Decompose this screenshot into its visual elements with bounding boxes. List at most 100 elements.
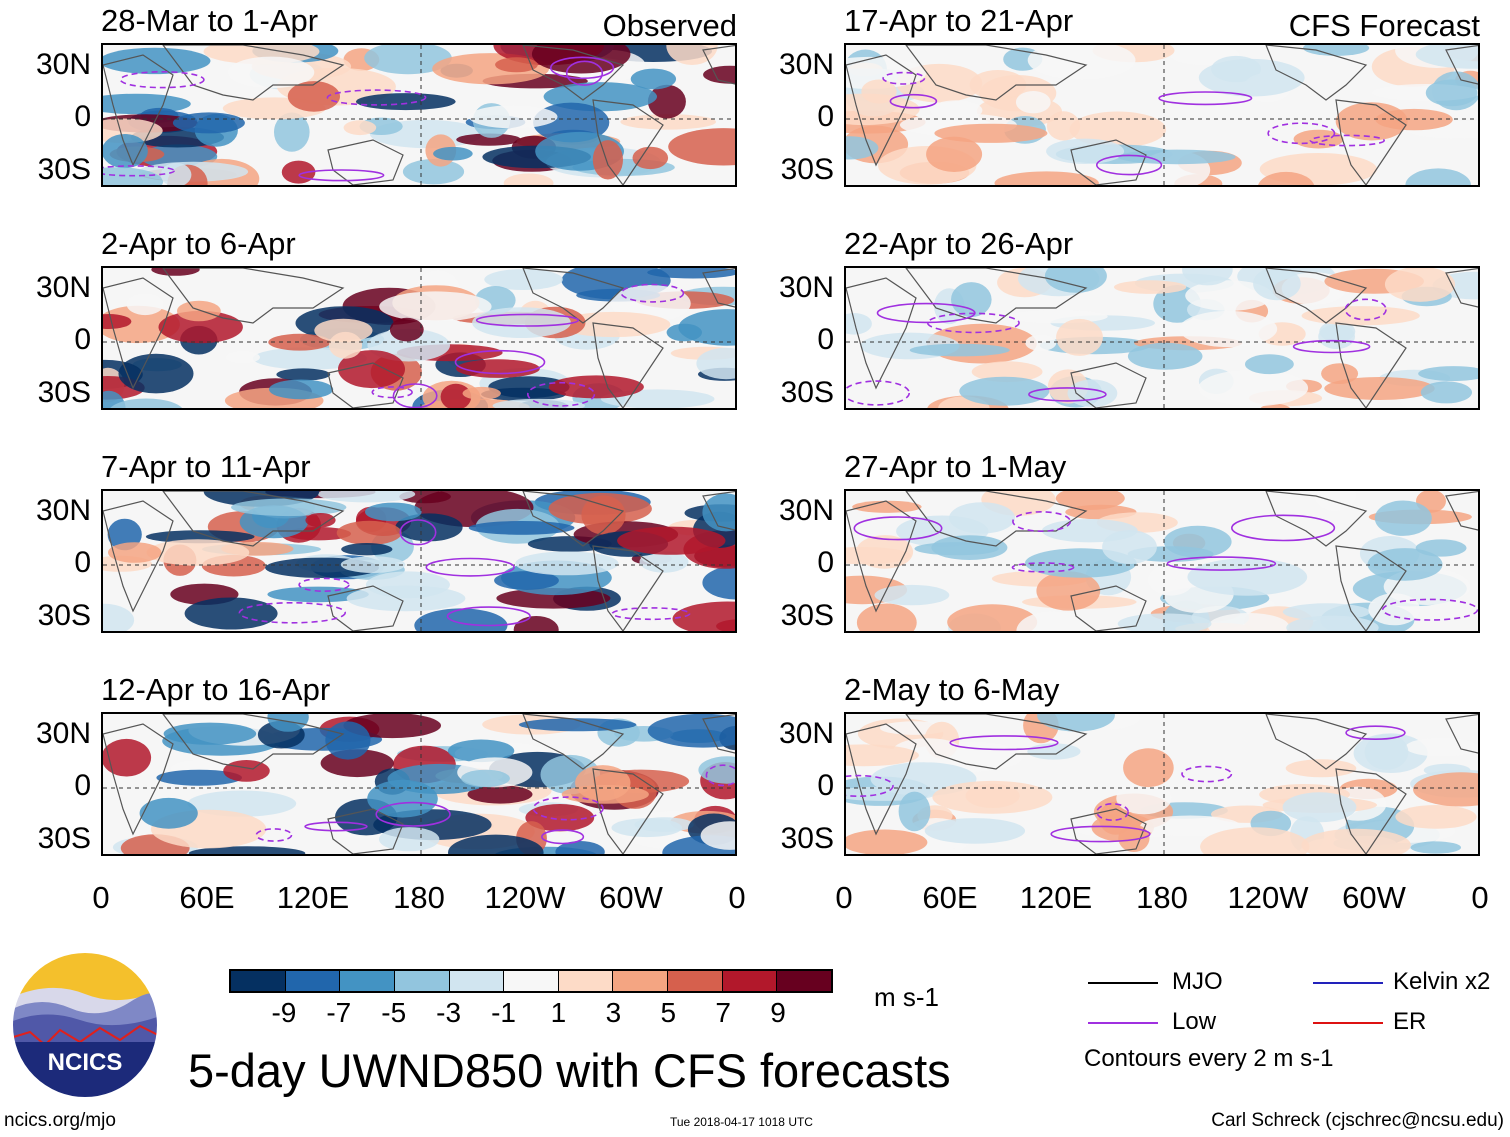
low-contour <box>326 89 427 106</box>
coastline <box>522 714 625 770</box>
anomaly-blob <box>336 520 402 545</box>
anomaly-blob <box>1253 268 1301 301</box>
lat-label: 30S <box>780 153 834 186</box>
lat-label: 0 <box>74 323 91 356</box>
lat-label: 30N <box>35 48 91 81</box>
anomaly-blob <box>949 502 1016 534</box>
low-contour <box>1267 122 1336 145</box>
footer-url: ncics.org/mjo <box>4 1110 116 1131</box>
anomaly-blob <box>379 827 440 852</box>
anomaly-blob <box>461 769 510 788</box>
anomaly-blob <box>467 785 533 804</box>
wind-anomaly-map <box>844 712 1480 856</box>
coastline <box>905 45 1088 101</box>
anomaly-blob <box>951 282 992 318</box>
coastline <box>327 585 404 631</box>
anomaly-blob <box>1258 171 1315 185</box>
low-contour <box>550 56 615 80</box>
coastline <box>846 500 917 613</box>
low-contour <box>446 606 531 627</box>
lon-label: 60W <box>1342 880 1406 915</box>
panel-title: 17-Apr to 21-Apr <box>844 3 1074 38</box>
anomaly-blob <box>389 317 424 342</box>
anomaly-blob <box>1056 318 1103 356</box>
lat-label: 30N <box>35 271 91 304</box>
legend-line <box>1313 1022 1383 1024</box>
low-contour <box>1345 725 1406 741</box>
low-contour <box>1344 298 1387 321</box>
anomaly-blob <box>846 547 911 565</box>
lat-label: 30S <box>37 822 91 855</box>
anomaly-blob <box>151 268 200 276</box>
lon-label: 0 <box>92 880 110 915</box>
logo-text: NCICS <box>48 1049 123 1076</box>
coastline <box>846 277 917 390</box>
wind-anomaly-map <box>101 266 737 410</box>
coastline <box>327 139 404 185</box>
lon-label: 120W <box>1227 880 1309 915</box>
anomaly-blob <box>959 376 1050 406</box>
anomaly-blob <box>448 834 544 854</box>
anomaly-blob <box>555 841 605 854</box>
low-contour <box>399 519 437 546</box>
anomaly-blob <box>1182 268 1233 286</box>
anomaly-blob <box>1055 491 1125 510</box>
low-contour <box>1292 339 1371 354</box>
anomaly-blob <box>1245 354 1294 375</box>
anomaly-blob <box>561 785 649 804</box>
anomaly-blob <box>269 379 334 400</box>
anomaly-blob <box>846 56 927 89</box>
anomaly-blob <box>287 81 340 112</box>
coastline <box>592 322 664 408</box>
lat-label: 0 <box>817 546 834 579</box>
coastline <box>103 54 174 167</box>
anomaly-blob <box>620 114 716 130</box>
anomaly-blob <box>305 513 336 528</box>
lon-label: 120W <box>484 880 566 915</box>
colorbar-swatch <box>558 971 614 991</box>
anomaly-blob <box>1285 759 1357 778</box>
coastline <box>1265 714 1368 770</box>
anomaly-blob <box>1314 491 1357 512</box>
lat-label: 0 <box>74 100 91 133</box>
low-contour <box>1381 598 1478 621</box>
low-contour <box>532 796 604 821</box>
anomaly-blob <box>947 604 1038 631</box>
lon-label: 0 <box>1471 880 1489 915</box>
anomaly-blob <box>110 398 183 408</box>
colorbar-tick: 9 <box>770 997 786 1028</box>
lat-label: 30S <box>780 822 834 855</box>
low-contour <box>475 313 580 327</box>
low-contour <box>853 516 943 541</box>
low-contour <box>454 349 546 375</box>
anomaly-blob <box>702 565 735 600</box>
anomaly-blob <box>647 714 735 748</box>
anomaly-blob <box>402 159 465 185</box>
anomaly-blob <box>156 769 242 786</box>
colorbar <box>229 969 833 993</box>
legend-label: Low <box>1172 1008 1217 1035</box>
low-contour <box>926 312 1020 334</box>
colorbar-swatch <box>777 971 832 991</box>
anomaly-blob <box>343 120 377 136</box>
low-contour <box>371 386 413 399</box>
anomaly-blob <box>1114 280 1187 294</box>
anomaly-blob <box>367 779 438 818</box>
lat-label: 0 <box>74 769 91 802</box>
anomaly-blob <box>1046 111 1081 141</box>
anomaly-blob <box>1374 500 1432 536</box>
coastline <box>905 714 1088 770</box>
coastline <box>702 45 735 85</box>
anomaly-blob <box>118 353 194 394</box>
anomaly-blob <box>932 780 1053 814</box>
low-contour <box>1096 154 1163 176</box>
low-contour <box>1011 562 1075 573</box>
anomaly-blob <box>666 323 702 342</box>
anomaly-blob <box>145 530 255 544</box>
lat-label: 0 <box>817 100 834 133</box>
coastline <box>1335 768 1407 854</box>
anomaly-blob <box>513 616 559 631</box>
anomaly-blob <box>108 542 162 563</box>
anomaly-blob <box>518 718 637 732</box>
anomaly-blob <box>1286 615 1379 631</box>
